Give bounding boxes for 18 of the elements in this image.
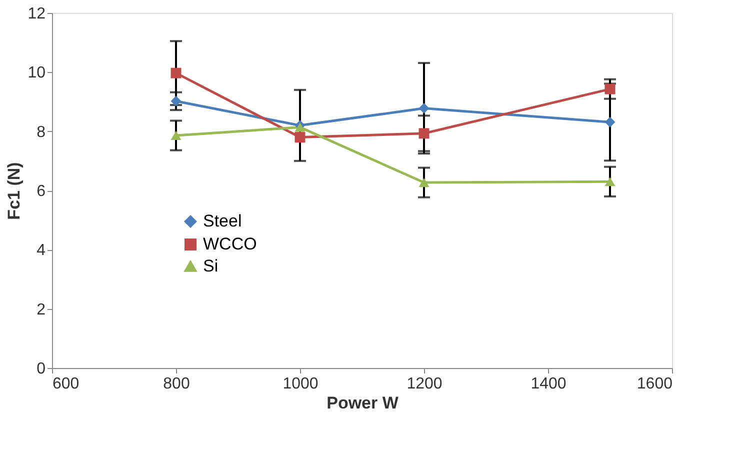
y-tick-label: 10 — [28, 64, 46, 82]
legend-label: Steel — [203, 212, 242, 230]
legend-label: WCCO — [203, 234, 257, 254]
x-tick-label: 800 — [163, 376, 190, 392]
x-tick-label: 1400 — [530, 376, 566, 392]
x-tick-label: 1600 — [636, 376, 673, 392]
y-tick-label: 2 — [36, 301, 46, 318]
y-tick-label: 8 — [36, 124, 46, 141]
legend-label: Si — [203, 256, 218, 276]
y-tick-label: 6 — [36, 183, 46, 200]
y-tick-label: 12 — [28, 6, 46, 22]
y-tick-label: 4 — [36, 242, 46, 260]
x-tick-label: 600 — [52, 376, 80, 392]
x-tick-label: 1000 — [282, 376, 318, 392]
x-axis-title: Power W — [326, 394, 400, 412]
x-tick-label: 1200 — [406, 376, 442, 392]
y-tick-label: 0 — [36, 360, 46, 378]
y-axis-title: Fc1 (N) — [4, 162, 24, 220]
